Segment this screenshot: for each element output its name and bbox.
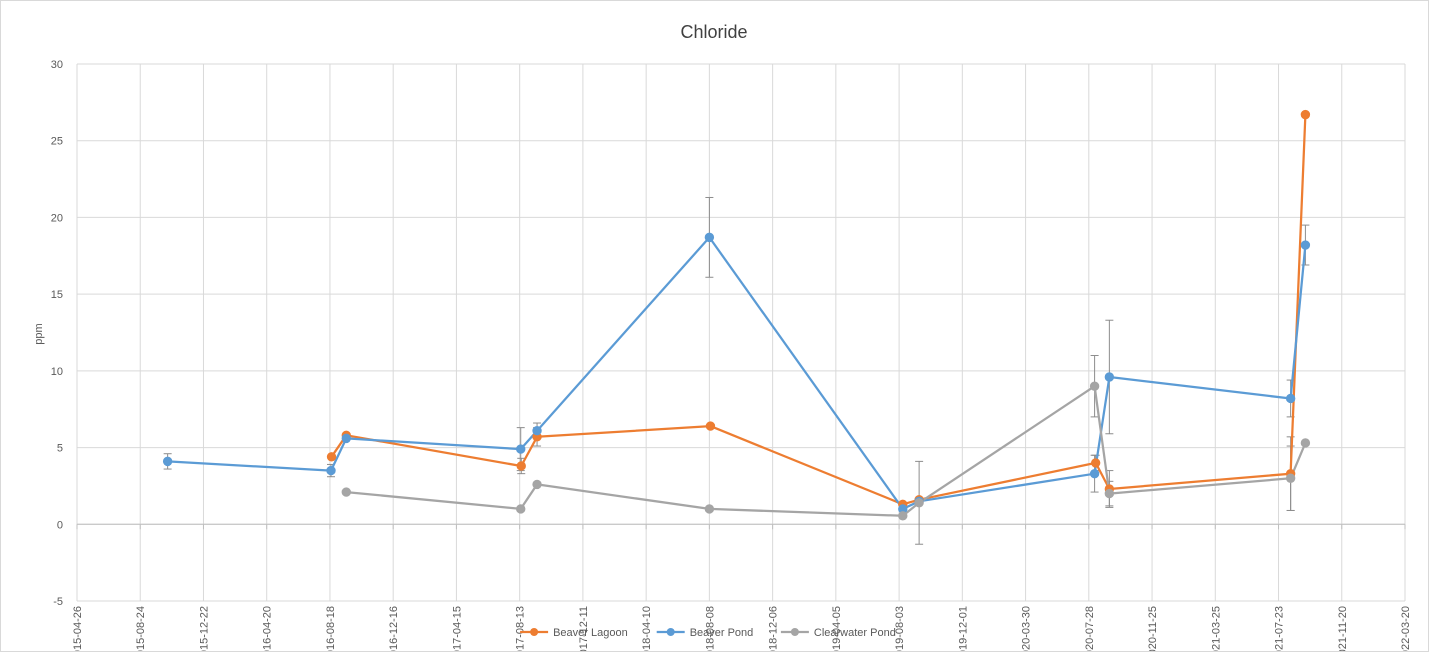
x-tick-label: 2015-08-24 xyxy=(135,606,147,651)
y-axis-label: ppm xyxy=(33,323,45,344)
x-tick-label: 2017-12-11 xyxy=(578,606,590,651)
legend-item-clearwater-pond: Clearwater Pond xyxy=(780,627,896,639)
legend: Beaver Lagoon Beaver Pond Clearwater Pond xyxy=(520,627,896,639)
beaver-pond-point xyxy=(162,456,173,467)
x-tick-label: 2017-04-15 xyxy=(451,606,463,651)
legend-label: Beaver Pond xyxy=(690,627,754,639)
grid-layer xyxy=(76,63,1406,602)
clearwater-pond-point xyxy=(914,498,924,508)
beaver-pond-point xyxy=(1300,240,1311,250)
x-tick-label: 2016-08-18 xyxy=(325,606,337,651)
legend-label: Clearwater Pond xyxy=(814,627,896,639)
x-tick-label: 2019-04-05 xyxy=(831,606,843,651)
clearwater-pond-point xyxy=(341,487,351,497)
x-tick-label: 2020-11-25 xyxy=(1147,606,1159,651)
x-tick-label: 2018-08-08 xyxy=(704,606,716,651)
beaver-lagoon-point xyxy=(705,421,716,431)
x-tick-label: 2016-12-16 xyxy=(388,606,400,651)
chart-title: Chloride xyxy=(680,22,747,42)
x-tick-label: 2018-12-06 xyxy=(768,606,780,651)
clearwater-pond-point xyxy=(1089,381,1100,391)
legend-swatch-marker xyxy=(666,628,675,636)
x-tick-label: 2018-04-10 xyxy=(641,606,653,651)
beaver-lagoon-point xyxy=(1090,458,1101,468)
y-tick-label: 0 xyxy=(57,519,63,531)
x-tick-label: 2016-04-20 xyxy=(262,606,274,651)
x-tick-label: 2021-11-20 xyxy=(1337,606,1349,651)
x-tick-label: 2019-08-03 xyxy=(894,606,906,651)
beaver-pond-point xyxy=(1104,372,1115,382)
beaver-lagoon-point xyxy=(326,452,337,462)
y-tick-label: 25 xyxy=(51,136,63,148)
beaver-pond-point xyxy=(704,232,715,243)
x-tick-label: 2015-04-26 xyxy=(72,606,84,651)
legend-swatch-marker xyxy=(790,628,799,636)
x-tick-label: 2015-12-22 xyxy=(198,606,210,651)
beaver-pond-point xyxy=(341,433,351,444)
y-tick-label: -5 xyxy=(53,596,63,608)
clearwater-pond-point xyxy=(1285,473,1296,483)
legend-swatch-marker xyxy=(530,628,539,636)
x-tick-label: 2021-03-25 xyxy=(1210,606,1222,651)
y-tick-label: 15 xyxy=(51,289,63,301)
clearwater-pond-point xyxy=(898,511,908,521)
x-tick-label: 2021-07-23 xyxy=(1274,606,1286,651)
beaver-pond-point xyxy=(516,444,526,454)
y-tick-label: 30 xyxy=(51,59,63,71)
beaver-lagoon-point xyxy=(516,461,526,471)
beaver-pond-point xyxy=(1285,393,1296,404)
legend-item-beaver-lagoon: Beaver Lagoon xyxy=(520,627,628,639)
clearwater-pond-series-line xyxy=(346,385,1307,517)
beaver-pond-point xyxy=(532,425,542,436)
x-tick-label: 2022-03-20 xyxy=(1400,606,1412,651)
x-tick-label: 2020-07-28 xyxy=(1084,606,1096,651)
legend-label: Beaver Lagoon xyxy=(553,627,628,639)
x-tick-label: 2017-08-13 xyxy=(515,606,527,651)
clearwater-pond-point xyxy=(704,504,715,514)
beaver-pond-point xyxy=(1089,468,1100,479)
clearwater-pond-point xyxy=(1104,488,1115,499)
beaver-lagoon-point xyxy=(1300,109,1311,120)
beaver-pond-series-line xyxy=(167,236,1307,511)
clearwater-pond-point xyxy=(1300,438,1311,448)
axis-layer: -5 0 5 10 15 20 25 30 2015-04-26 2015-08-24 2015-1… xyxy=(51,59,1412,651)
y-tick-label: 20 xyxy=(51,212,63,224)
clearwater-pond-point xyxy=(516,504,526,514)
y-tick-label: 10 xyxy=(51,366,63,378)
series-layer xyxy=(162,109,1311,521)
y-tick-label: 5 xyxy=(57,443,63,455)
clearwater-pond-point xyxy=(532,479,542,490)
x-tick-label: 2019-12-01 xyxy=(957,606,969,651)
legend-item-beaver-pond: Beaver Pond xyxy=(656,627,754,639)
beaver-pond-point xyxy=(326,465,336,476)
x-tick-label: 2020-03-30 xyxy=(1021,606,1033,651)
